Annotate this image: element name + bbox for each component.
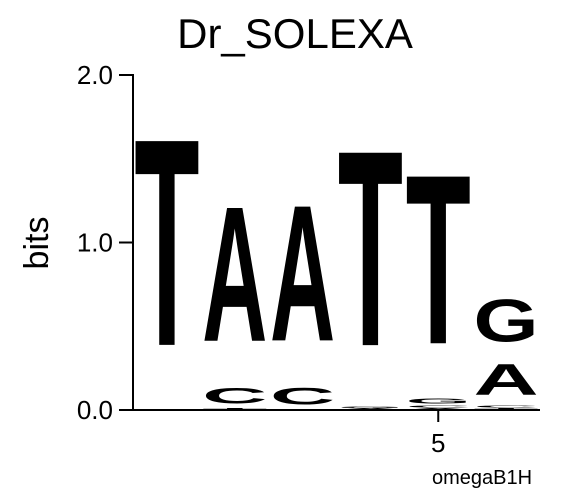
x-axis-label: omegaB1H bbox=[432, 467, 532, 489]
logo-letter: C bbox=[270, 383, 335, 410]
logo-letter: A bbox=[406, 408, 471, 410]
logo-letter: C bbox=[202, 383, 267, 408]
logo-letter: C bbox=[406, 405, 471, 408]
chart-title: Dr_SOLEXA bbox=[177, 10, 413, 57]
logo-letter: T bbox=[406, 125, 471, 396]
logo-letter: A bbox=[270, 166, 335, 383]
logo-letter: A bbox=[338, 408, 403, 410]
logo-letter: A bbox=[202, 167, 267, 382]
y-tick-label: 0.0 bbox=[77, 395, 113, 425]
logo-letter: T bbox=[474, 408, 539, 410]
logo-letter: G bbox=[474, 288, 539, 355]
logo-letter: A bbox=[474, 355, 539, 405]
logo-letter: T bbox=[202, 408, 267, 410]
logo-letter: G bbox=[406, 397, 471, 405]
logo-letter: C bbox=[474, 405, 539, 408]
logo-letter: G bbox=[338, 407, 403, 409]
y-tick-label: 2.0 bbox=[77, 60, 113, 90]
logo-letter: T bbox=[338, 91, 403, 404]
y-axis-label: bits bbox=[18, 217, 56, 270]
logo-letter: T bbox=[134, 79, 199, 409]
y-tick-label: 1.0 bbox=[77, 228, 113, 258]
x-tick-label: 5 bbox=[431, 428, 445, 458]
